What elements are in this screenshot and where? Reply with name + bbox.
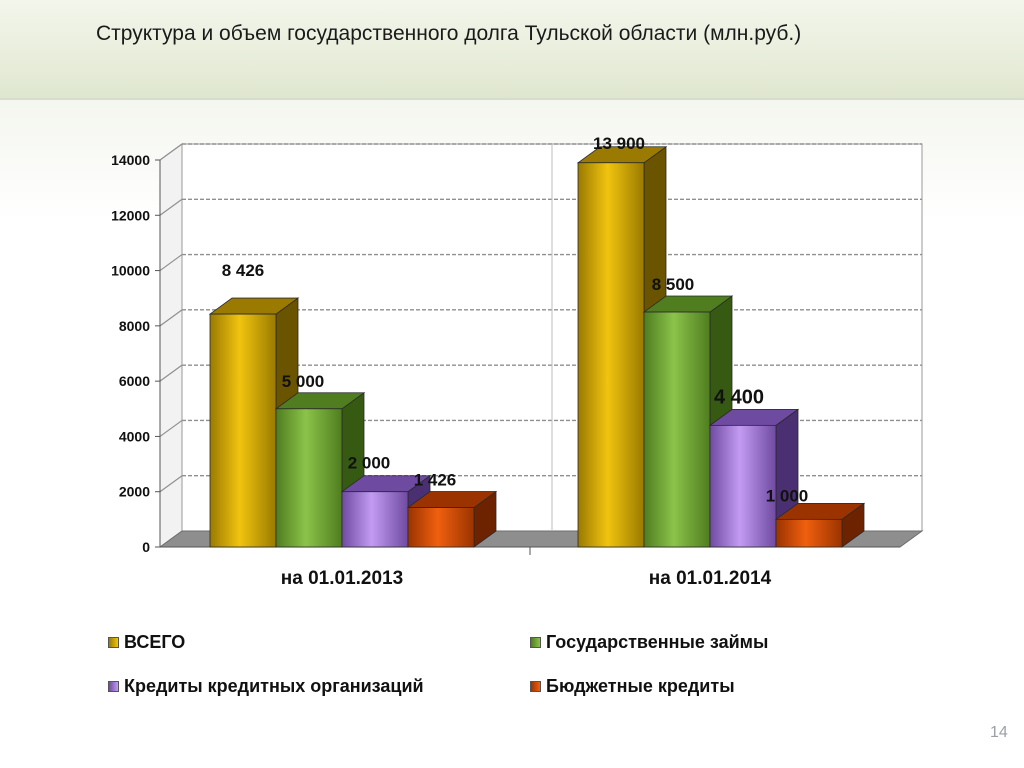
y-tick-label: 6000 <box>119 373 150 389</box>
gridline-side <box>159 143 183 161</box>
bar-1-2 <box>577 162 645 548</box>
bar-3-1 <box>341 491 409 548</box>
chart-side-wall <box>159 143 183 548</box>
data-label: 2 000 <box>348 454 391 473</box>
category-label: на 01.01.2014 <box>649 568 772 589</box>
gridline-side <box>159 198 183 216</box>
data-label: 1 000 <box>766 486 809 505</box>
y-tick-label: 12000 <box>111 207 150 223</box>
data-label: 8 500 <box>652 275 695 294</box>
y-tick-label: 10000 <box>111 263 150 279</box>
y-tick-label: 2000 <box>119 484 150 500</box>
gridline-side <box>159 419 183 437</box>
y-tick-label: 8000 <box>119 318 150 334</box>
bar-4-2 <box>775 518 843 548</box>
data-label: 5 000 <box>282 372 325 391</box>
bar-2-2 <box>643 311 711 548</box>
y-tick-label: 14000 <box>111 152 150 168</box>
bar-3-2 <box>709 424 777 548</box>
bar-1-1 <box>209 313 277 548</box>
data-label: 4 400 <box>714 386 764 408</box>
gridline-side <box>159 254 183 272</box>
gridline-side <box>159 364 183 382</box>
slide-title: Структура и объем государственного долга… <box>96 22 802 45</box>
gridline-side <box>159 475 183 493</box>
page-number: 14 <box>990 724 1008 741</box>
y-tick-label: 0 <box>142 539 150 555</box>
data-label: 1 426 <box>414 471 457 490</box>
y-tick-label: 4000 <box>119 428 150 444</box>
bar-2-1 <box>275 408 343 548</box>
bar-4-1 <box>407 507 475 548</box>
data-label: 13 900 <box>593 134 645 153</box>
slide-header: Структура и объем государственного долга… <box>0 0 1024 101</box>
data-label: 8 426 <box>222 261 265 280</box>
gridline-side <box>159 309 183 327</box>
category-label: на 01.01.2013 <box>281 568 403 589</box>
